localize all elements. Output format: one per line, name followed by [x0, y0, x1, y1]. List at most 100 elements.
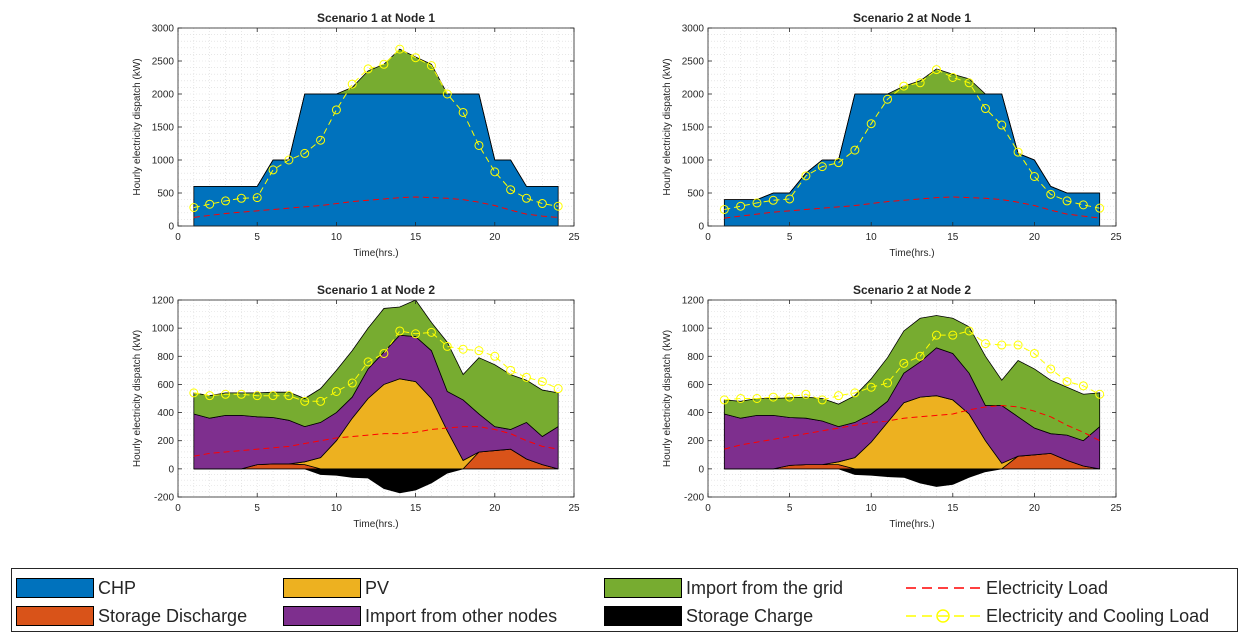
elec-cooling-load-marker: [300, 148, 310, 158]
elec-cooling-load-marker: [553, 201, 563, 211]
elec-cooling-load-marker: [1062, 196, 1072, 206]
chart-4: 0 5 10 15 20 25-200020040060080010001200Scena…: [662, 283, 1122, 530]
axes-box: [707, 299, 1117, 498]
elec-cooling-load-marker: [268, 165, 278, 175]
elec-cooling-load-marker: [752, 394, 762, 403]
elec-cooling-load-marker: [284, 391, 294, 401]
elec-cooling-load-marker: [980, 104, 990, 114]
chart-3: 0 5 10 15 20 25-200020040060080010001200Scena…: [132, 283, 580, 530]
elec-cooling-load-marker: [883, 94, 893, 104]
elec-cooling-load-marker: [1029, 348, 1039, 358]
elec-cooling-load-marker: [521, 372, 531, 382]
y-tick-label: 0: [698, 222, 704, 233]
elec-cooling-load-marker: [931, 65, 941, 75]
y-tick-label: 1000: [682, 324, 705, 335]
x-tick-label: 25: [1110, 503, 1122, 514]
y-tick-label: 0: [168, 222, 174, 233]
elec-cooling-load-marker: [474, 346, 484, 356]
elec-cooling-load-marker: [506, 365, 516, 375]
elec-cooling-load-marker: [506, 185, 516, 195]
y-tick-label: 500: [687, 189, 704, 200]
legend-label-elec-cooling-load: Electricity and Cooling Load: [986, 605, 1210, 626]
elec-cooling-load-marker: [458, 107, 468, 117]
y-tick-label: 800: [687, 352, 704, 363]
y-tick-label: -200: [154, 493, 174, 504]
legend-item-elec-cooling-load: Electricity and Cooling Load: [904, 603, 1209, 629]
y-tick-label: 3000: [152, 24, 175, 35]
elec-cooling-load-marker: [284, 155, 294, 165]
chart-title: Scenario 1 at Node 2: [317, 283, 435, 297]
elec-cooling-load-marker: [1046, 364, 1056, 374]
elec-cooling-load-marker: [948, 330, 958, 340]
elec-cooling-load-marker: [458, 344, 468, 354]
elec-cooling-load-line: [193, 330, 559, 402]
elec-cooling-load-marker: [411, 53, 421, 63]
legend-swatch-storage-charge: [604, 606, 682, 626]
electricity-load-line: [724, 196, 1100, 219]
x-axis-label: Time(hrs.): [353, 248, 398, 259]
x-tick-label: 10: [331, 232, 343, 243]
elec-cooling-load-marker: [997, 120, 1007, 130]
x-tick-label: 20: [489, 232, 501, 243]
y-tick-label: 800: [157, 352, 174, 363]
area-import-grid: [724, 68, 1100, 200]
y-tick-label: 500: [157, 189, 174, 200]
legend-label-import-grid: Import from the grid: [686, 577, 844, 598]
elec-cooling-load-marker: [834, 158, 844, 168]
elec-cooling-load-marker: [850, 145, 860, 155]
elec-cooling-load-marker: [347, 79, 357, 89]
elec-cooling-load-marker: [899, 81, 909, 91]
elec-cooling-load-marker: [331, 386, 341, 396]
elec-cooling-load-marker: [1078, 381, 1088, 391]
elec-cooling-load-marker: [1046, 189, 1056, 199]
elec-cooling-load-marker: [850, 388, 860, 398]
area-import-grid: [193, 299, 559, 437]
elec-cooling-load-marker: [1062, 377, 1072, 387]
elec-cooling-load-marker: [363, 357, 373, 367]
elec-cooling-load-marker: [768, 392, 778, 402]
elec-cooling-load-marker: [931, 330, 941, 340]
elec-cooling-load-marker: [1013, 147, 1023, 157]
x-tick-label: 10: [331, 503, 343, 514]
x-axis-label: Time(hrs.): [353, 519, 398, 530]
x-tick-label: 25: [568, 503, 580, 514]
x-tick-label: 5: [787, 503, 793, 514]
elec-cooling-load-marker: [189, 203, 199, 213]
y-axis-label: Hourly electricity dispatch (kW): [662, 330, 673, 467]
elec-cooling-load-marker: [379, 348, 389, 358]
elec-cooling-load-marker: [221, 389, 231, 399]
area-storage-charge: [724, 468, 1100, 487]
legend-label-storage-discharge: Storage Discharge: [98, 605, 248, 626]
area-import-grid: [193, 48, 559, 187]
elec-cooling-load-marker: [189, 388, 199, 398]
elec-cooling-load-marker: [801, 171, 811, 181]
y-tick-label: 0: [698, 464, 704, 475]
y-tick-label: 400: [157, 408, 174, 419]
elec-cooling-load-marker: [426, 327, 436, 337]
elec-cooling-load-marker: [236, 193, 246, 203]
chart-title: Scenario 2 at Node 2: [853, 283, 971, 297]
elec-cooling-load-marker: [236, 389, 246, 399]
elec-cooling-load-marker: [426, 61, 436, 71]
x-tick-label: 5: [254, 503, 260, 514]
elec-cooling-load-marker: [1013, 340, 1023, 350]
y-tick-label: 1000: [682, 156, 705, 167]
y-tick-label: 3000: [682, 24, 705, 35]
figure-canvas: 0 5 10 15 20 25050010001500200025003000Scenar…: [132, 11, 1122, 530]
elec-cooling-load-marker: [719, 205, 729, 214]
y-tick-label: 400: [687, 408, 704, 419]
chart-2: 0 5 10 15 20 25 0 500 1000 1500 2000 2500 3000 Scenar…: [662, 11, 1122, 259]
elec-cooling-load-marker: [553, 384, 563, 394]
y-tick-label: 2500: [682, 57, 705, 68]
elec-cooling-load-marker: [521, 193, 531, 203]
x-tick-label: 0: [705, 503, 711, 514]
elec-cooling-load-marker: [899, 358, 909, 368]
elec-cooling-load-marker: [347, 378, 357, 388]
elec-cooling-load-marker: [442, 341, 452, 351]
y-tick-label: 1500: [682, 123, 705, 134]
legend-label-import-other-nodes: Import from other nodes: [365, 605, 558, 626]
elec-cooling-load-marker: [252, 391, 262, 401]
elec-cooling-load-marker: [883, 378, 893, 388]
elec-cooling-load-marker: [252, 193, 262, 203]
elec-cooling-load-marker: [817, 162, 827, 172]
